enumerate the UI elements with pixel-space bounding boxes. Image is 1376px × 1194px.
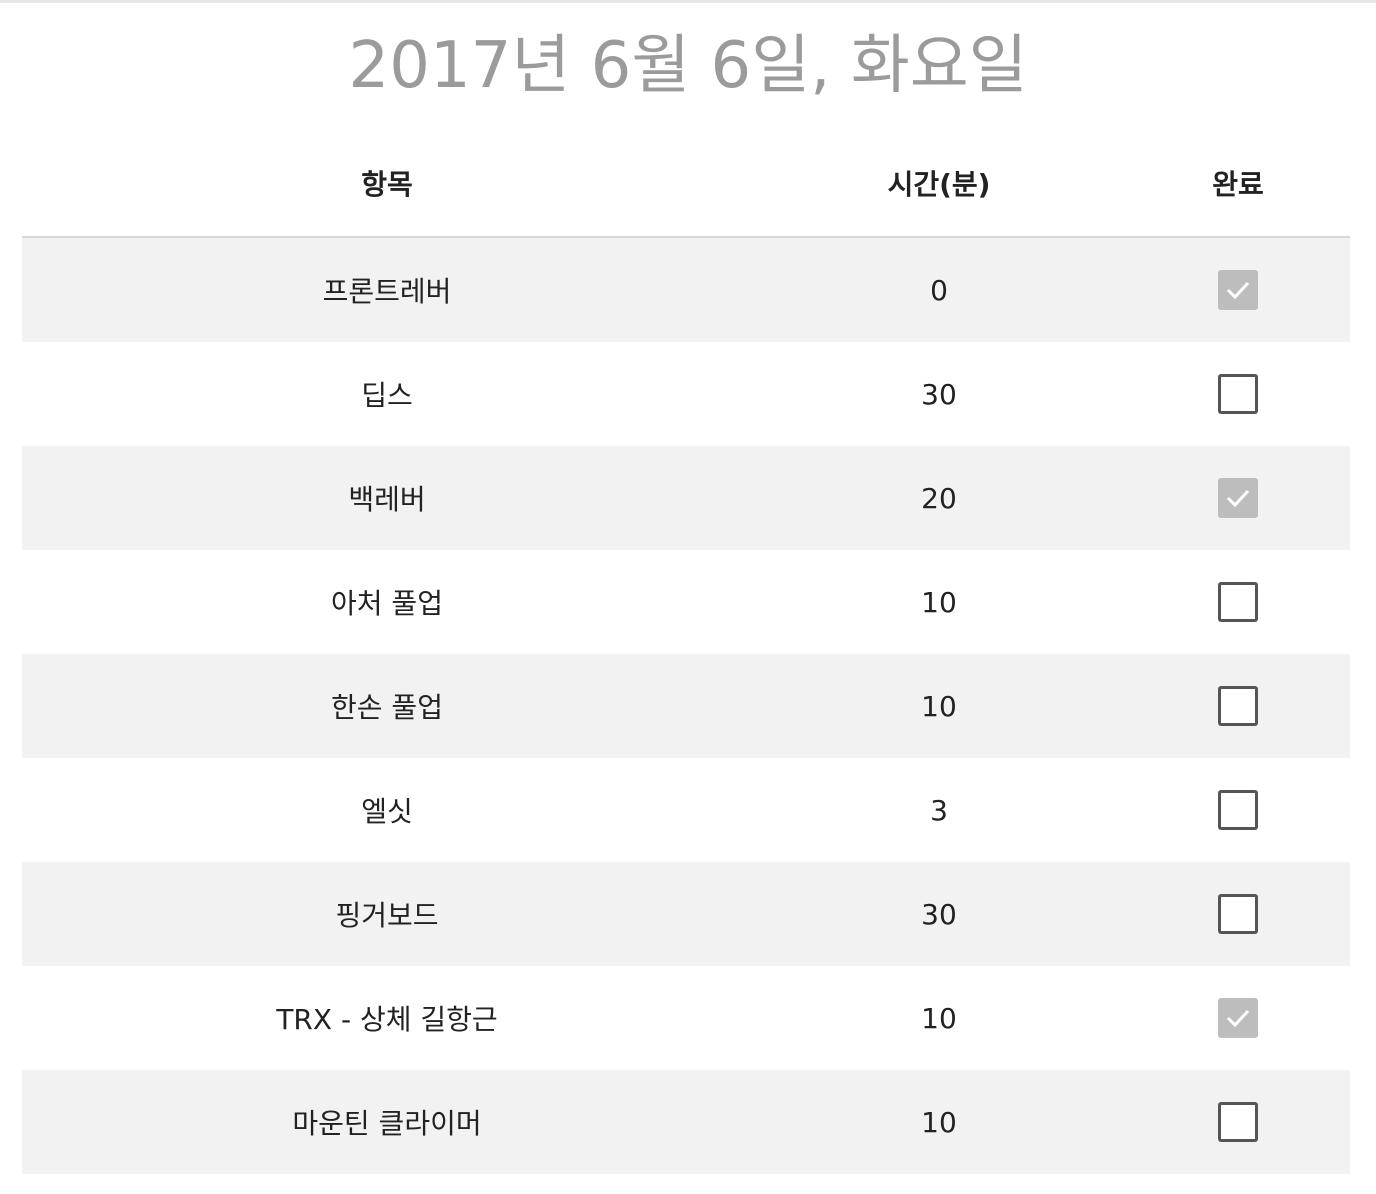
done-checkbox[interactable]	[1218, 374, 1258, 414]
done-checkbox[interactable]	[1218, 478, 1258, 518]
item-time: 10	[921, 1105, 957, 1139]
done-checkbox[interactable]	[1218, 582, 1258, 622]
item-name: 핑거보드	[335, 899, 439, 932]
item-time: 10	[921, 585, 957, 619]
check-icon	[1226, 1009, 1250, 1028]
table-row: 핑거보드 30	[22, 862, 1350, 966]
item-time: 30	[921, 377, 957, 411]
item-name: 마운틴 클라이머	[292, 1107, 482, 1140]
table-row: 마운틴 클라이머 10	[22, 1070, 1350, 1174]
item-name: 엘싯	[361, 795, 413, 828]
item-time: 30	[921, 897, 957, 931]
header-item: 항목	[361, 168, 413, 201]
done-checkbox[interactable]	[1218, 1102, 1258, 1142]
table-row: TRX - 상체 길항근 10	[22, 966, 1350, 1070]
item-name: 딥스	[361, 379, 413, 412]
table-row: 프론트레버 0	[22, 238, 1350, 342]
item-name: 아처 풀업	[331, 587, 443, 620]
table-row: 딥스 30	[22, 342, 1350, 446]
top-border	[0, 0, 1376, 3]
done-checkbox[interactable]	[1218, 270, 1258, 310]
item-time: 10	[921, 689, 957, 723]
item-time: 3	[930, 793, 948, 827]
table-row: 엘싯 3	[22, 758, 1350, 862]
item-time: 10	[921, 1001, 957, 1035]
item-name: 한손 풀업	[331, 691, 443, 724]
item-time: 20	[921, 481, 957, 515]
done-checkbox[interactable]	[1218, 894, 1258, 934]
item-name: 백레버	[348, 483, 426, 516]
item-name: TRX - 상체 길항근	[276, 1003, 498, 1036]
done-checkbox[interactable]	[1218, 998, 1258, 1038]
workout-table: 항목 시간(분) 완료 프론트레버 0 딥스 30 백레버 20 아처 풀	[22, 130, 1350, 1174]
table-row: 한손 풀업 10	[22, 654, 1350, 758]
done-checkbox[interactable]	[1218, 686, 1258, 726]
header-time: 시간(분)	[887, 168, 991, 201]
page-title: 2017년 6월 6일, 화요일	[348, 29, 1028, 103]
done-checkbox[interactable]	[1218, 790, 1258, 830]
table-row: 백레버 20	[22, 446, 1350, 550]
item-time: 0	[930, 273, 948, 307]
table-row: 아처 풀업 10	[22, 550, 1350, 654]
header-done: 완료	[1212, 168, 1264, 201]
table-header: 항목 시간(분) 완료	[22, 130, 1350, 238]
check-icon	[1226, 281, 1250, 300]
item-name: 프론트레버	[322, 275, 452, 308]
check-icon	[1226, 489, 1250, 508]
